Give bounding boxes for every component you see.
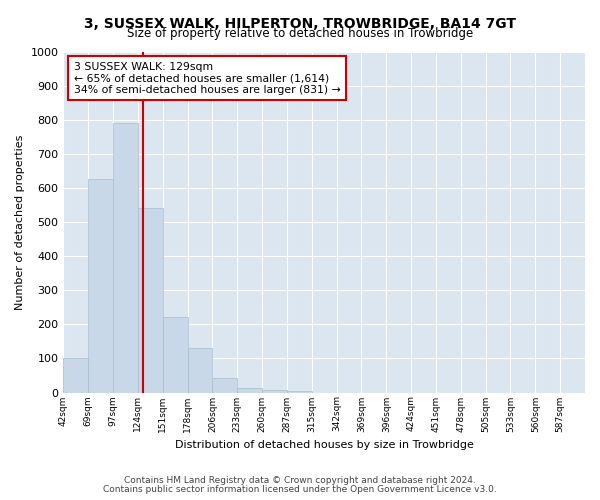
Bar <box>138 208 163 392</box>
Bar <box>212 378 237 392</box>
Bar <box>64 358 88 392</box>
Bar <box>262 390 287 392</box>
Bar <box>188 348 212 393</box>
Text: 3 SUSSEX WALK: 129sqm
← 65% of detached houses are smaller (1,614)
34% of semi-d: 3 SUSSEX WALK: 129sqm ← 65% of detached … <box>74 62 341 95</box>
Bar <box>88 180 113 392</box>
X-axis label: Distribution of detached houses by size in Trowbridge: Distribution of detached houses by size … <box>175 440 473 450</box>
Text: Contains public sector information licensed under the Open Government Licence v3: Contains public sector information licen… <box>103 485 497 494</box>
Bar <box>237 388 262 392</box>
Bar <box>287 391 312 392</box>
Bar <box>163 318 188 392</box>
Text: 3, SUSSEX WALK, HILPERTON, TROWBRIDGE, BA14 7GT: 3, SUSSEX WALK, HILPERTON, TROWBRIDGE, B… <box>84 18 516 32</box>
Text: Contains HM Land Registry data © Crown copyright and database right 2024.: Contains HM Land Registry data © Crown c… <box>124 476 476 485</box>
Y-axis label: Number of detached properties: Number of detached properties <box>15 134 25 310</box>
Text: Size of property relative to detached houses in Trowbridge: Size of property relative to detached ho… <box>127 28 473 40</box>
Bar <box>113 123 138 392</box>
